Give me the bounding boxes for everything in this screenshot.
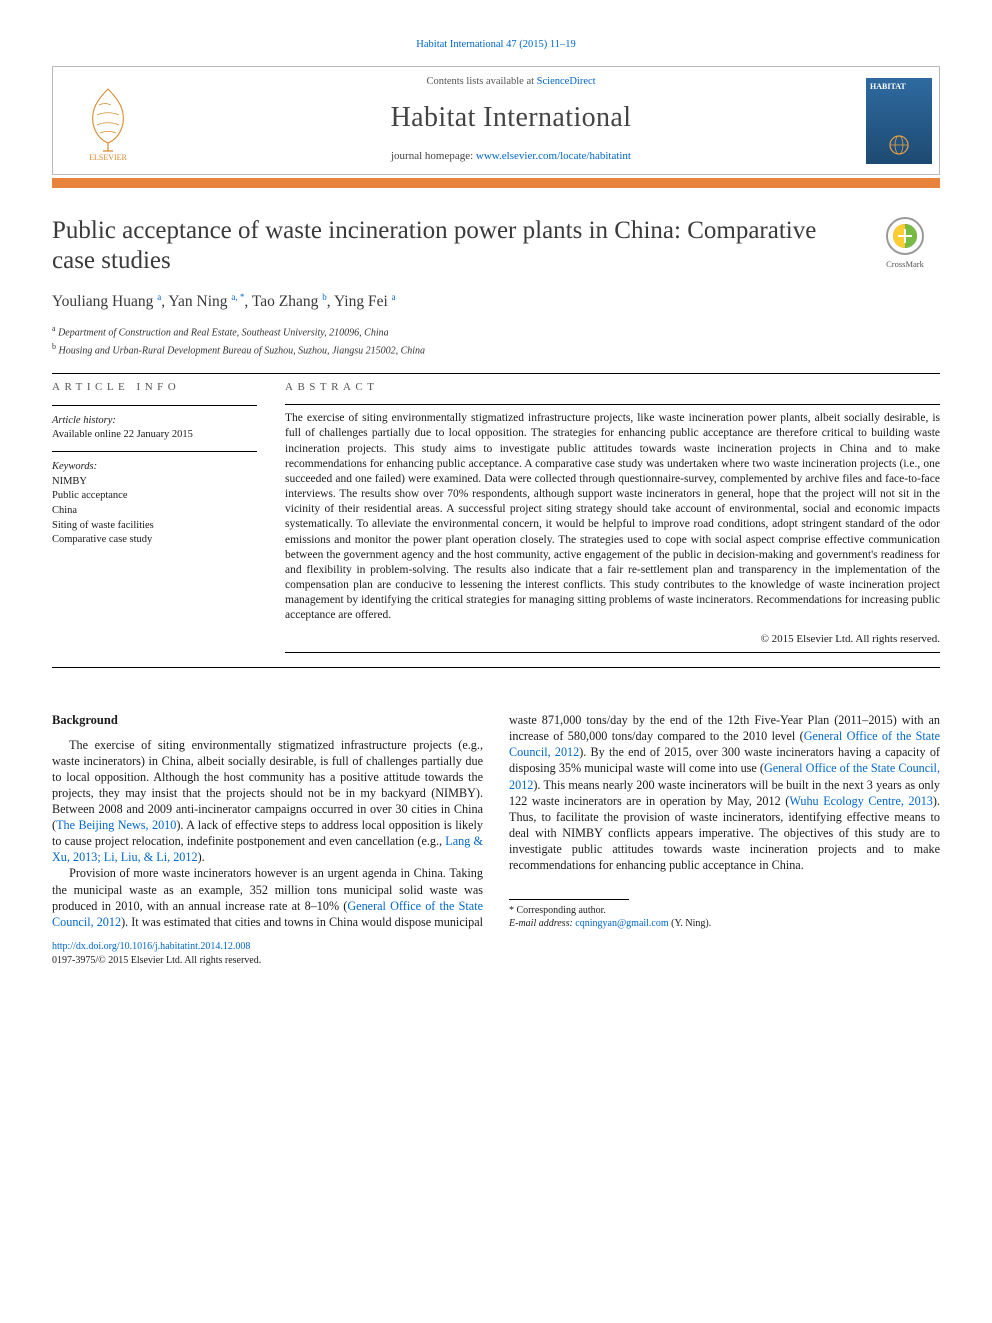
body-paragraph: The exercise of siting environmentally s…	[52, 737, 483, 866]
abstract-copyright: © 2015 Elsevier Ltd. All rights reserved…	[285, 632, 940, 647]
email-paren: (Y. Ning).	[669, 918, 712, 929]
sciencedirect-line: Contents lists available at ScienceDirec…	[167, 75, 855, 89]
cover-title-top: HABITAT	[870, 82, 928, 93]
globe-icon	[888, 134, 910, 156]
corr-author-text: * Corresponding author.	[509, 904, 940, 917]
divider	[52, 667, 940, 668]
page-footer: http://dx.doi.org/10.1016/j.habitatint.2…	[52, 940, 940, 967]
keyword-item: Public acceptance	[52, 489, 257, 504]
keyword-item: Siting of waste facilities	[52, 519, 257, 534]
crossmark-badge[interactable]: CrossMark	[870, 216, 940, 271]
citation-link[interactable]: Wuhu Ecology Centre, 2013	[789, 794, 933, 808]
article-info-column: ARTICLE INFO Article history: Available …	[52, 380, 257, 659]
email-label: E-mail address:	[509, 918, 575, 929]
journal-banner: ELSEVIER Contents lists available at Sci…	[52, 66, 940, 175]
affiliations: a Department of Construction and Real Es…	[52, 323, 940, 359]
abstract-column: ABSTRACT The exercise of siting environm…	[285, 380, 940, 659]
divider	[52, 373, 940, 374]
keyword-item: Comparative case study	[52, 533, 257, 548]
keywords-list: NIMBYPublic acceptanceChinaSiting of was…	[52, 475, 257, 548]
authors: Youliang Huang a, Yan Ning a, *, Tao Zha…	[52, 291, 940, 313]
sciencedirect-link[interactable]: ScienceDirect	[537, 76, 596, 87]
citation-link[interactable]: The Beijing News, 2010	[56, 818, 176, 832]
corresponding-author-footnote: * Corresponding author. E-mail address: …	[509, 899, 940, 930]
section-heading-background: Background	[52, 712, 483, 729]
history-text: Available online 22 January 2015	[52, 428, 257, 443]
history-label: Article history:	[52, 414, 257, 429]
email-link[interactable]: cqningyan@gmail.com	[575, 918, 668, 929]
running-head-link[interactable]: Habitat International 47 (2015) 11–19	[416, 39, 575, 50]
article-title: Public acceptance of waste incineration …	[52, 216, 858, 277]
abstract-text: The exercise of siting environmentally s…	[285, 411, 940, 623]
crossmark-icon	[885, 216, 925, 256]
issn-copyright: 0197-3975/© 2015 Elsevier Ltd. All right…	[52, 954, 940, 968]
abstract-head: ABSTRACT	[285, 380, 940, 395]
journal-cover: HABITAT	[859, 67, 939, 174]
running-head: Habitat International 47 (2015) 11–19	[52, 38, 940, 52]
elsevier-tree-icon: ELSEVIER	[73, 81, 143, 161]
keyword-item: China	[52, 504, 257, 519]
publisher-logo: ELSEVIER	[53, 67, 163, 174]
journal-homepage: journal homepage: www.elsevier.com/locat…	[167, 149, 855, 164]
svg-text:ELSEVIER: ELSEVIER	[89, 153, 127, 161]
orange-divider-bar	[52, 178, 940, 188]
doi-link[interactable]: http://dx.doi.org/10.1016/j.habitatint.2…	[52, 941, 250, 952]
crossmark-label: CrossMark	[870, 259, 940, 270]
journal-name: Habitat International	[167, 99, 855, 137]
article-info-head: ARTICLE INFO	[52, 380, 257, 395]
journal-homepage-link[interactable]: www.elsevier.com/locate/habitatint	[476, 150, 631, 162]
body-text: Background The exercise of siting enviro…	[52, 712, 940, 930]
keyword-item: NIMBY	[52, 475, 257, 490]
keywords-label: Keywords:	[52, 460, 257, 475]
